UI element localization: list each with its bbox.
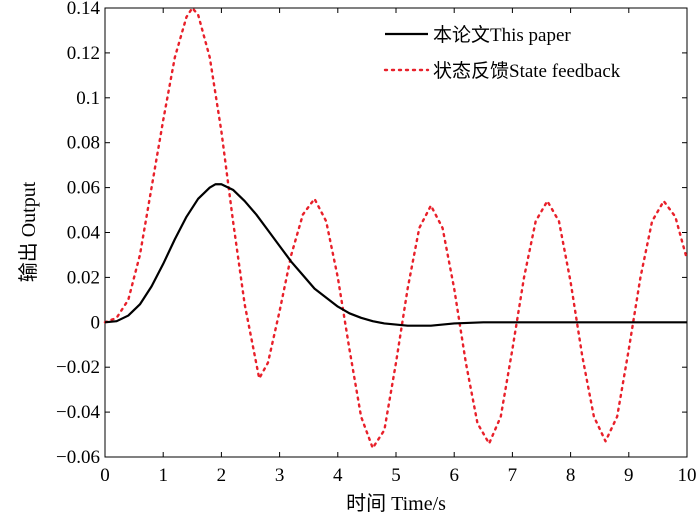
x-tick-label: 7 — [508, 465, 518, 486]
x-tick-label: 2 — [217, 465, 227, 486]
x-tick-label: 4 — [333, 465, 343, 486]
y-tick-label: 0.12 — [67, 43, 100, 64]
y-tick-label: −0.04 — [56, 402, 100, 423]
y-tick-labels: −0.06 −0.04 −0.02 0 0.02 0.04 0.06 0.08 0.1 0.12 0… — [56, 0, 100, 468]
y-tick-label: 0.08 — [67, 133, 100, 154]
x-tick-label: 10 — [678, 465, 697, 486]
series-line-this-paper — [104, 183, 687, 327]
x-tick-label: 0 — [100, 465, 110, 486]
y-tick-label: 0.14 — [67, 0, 101, 19]
x-tick-label: 9 — [624, 465, 634, 486]
x-tick-label: 1 — [158, 465, 168, 486]
y-tick-label: −0.02 — [56, 357, 100, 378]
y-tick-label: 0.02 — [67, 267, 100, 288]
x-tick-label: 6 — [449, 465, 459, 486]
legend-label-state-feedback: 状态反馈State feedback — [433, 60, 621, 82]
x-tick-label: 8 — [566, 465, 576, 486]
legend-label-this-paper: 本论文This paper — [433, 24, 571, 46]
y-tick-label: 0.06 — [67, 178, 100, 199]
legend: 本论文This paper 状态反馈State feedback — [383, 24, 621, 82]
x-tick-label: 3 — [275, 465, 285, 486]
x-tick-labels: 0 1 2 3 4 5 6 7 8 9 10 — [100, 465, 696, 486]
series-line-state-feedback — [103, 6, 689, 450]
y-tick-label: 0.1 — [76, 88, 100, 109]
x-axis-label: 时间 Time/s — [346, 492, 446, 515]
axis-ticks — [104, 7, 688, 458]
x-tick-label: 5 — [391, 465, 401, 486]
y-tick-label: 0 — [91, 312, 101, 333]
y-tick-label: −0.06 — [56, 447, 100, 468]
y-tick-label: 0.04 — [67, 223, 101, 244]
y-axis-label: 输出 Output — [17, 181, 40, 282]
series-layer — [103, 6, 689, 450]
